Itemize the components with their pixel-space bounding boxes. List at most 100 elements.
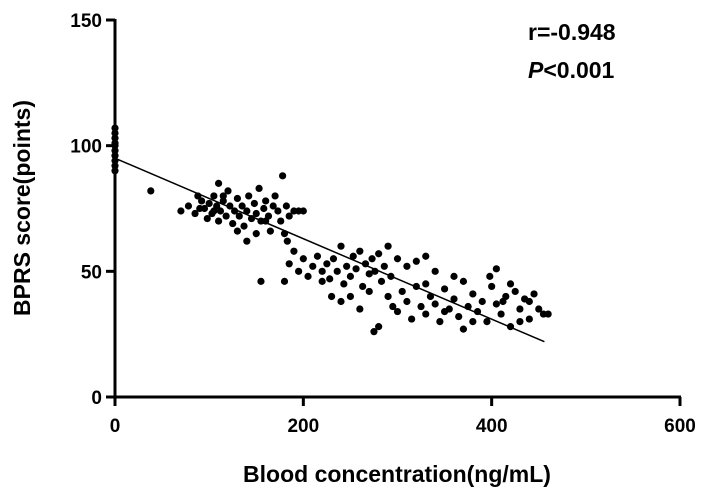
x-axis-label: Blood concentration(ng/mL) [243,461,551,487]
point [271,192,279,200]
point [111,152,119,160]
point [243,237,251,245]
y-tick-label: 0 [91,388,102,409]
point [408,315,416,323]
point [214,217,223,225]
point [516,305,524,313]
point [455,312,463,321]
point [252,230,260,238]
point [398,287,406,296]
point [431,300,439,308]
point [349,252,357,260]
point [196,204,204,213]
point [469,318,477,326]
point [210,192,218,200]
point [269,202,277,210]
point [279,172,287,180]
point [506,280,515,288]
point [488,282,496,291]
point [252,209,260,218]
point [219,192,227,200]
point [426,292,435,301]
point [257,277,265,285]
point [422,310,430,318]
point [340,280,348,288]
point [219,197,227,205]
point [393,307,402,316]
point [389,302,397,311]
point [198,197,206,205]
point [368,255,376,263]
point [365,270,373,278]
point [233,227,242,235]
point [285,260,293,268]
point [337,297,345,306]
point [290,247,298,255]
point [233,194,242,203]
point [422,252,430,260]
point [516,318,524,326]
point [486,272,494,280]
point [431,267,439,275]
point [318,277,326,285]
annotation: P<0.001 [528,57,615,83]
point [111,134,119,142]
point [238,202,246,210]
point [203,214,211,223]
point [346,292,355,301]
point [365,287,373,296]
point [436,318,444,326]
point [375,323,383,331]
point [260,204,268,213]
point [111,124,119,132]
point [380,262,388,270]
point [327,292,336,301]
point [299,207,307,215]
point [440,285,449,293]
point [535,305,543,313]
point [422,280,430,288]
point [111,167,119,175]
point [282,202,290,210]
x-tick-label: 600 [664,416,696,437]
point [235,212,243,220]
point [544,310,552,318]
point [356,247,364,255]
point [313,252,322,260]
point [333,267,341,275]
point [318,267,326,275]
point [356,305,364,313]
y-axis-label: BPRS score(points) [9,100,35,316]
point [478,297,486,306]
point [299,255,307,263]
point [262,197,270,205]
point [283,237,291,245]
point [229,219,237,228]
point [511,287,519,296]
point [440,307,449,316]
x-tick-label: 400 [476,416,508,437]
point [214,179,223,187]
point [346,272,355,280]
point [147,187,155,195]
point [450,295,458,303]
point [412,257,420,265]
point [224,187,232,195]
point [384,242,392,250]
point [492,300,500,308]
point [469,290,477,298]
point [403,262,411,270]
point [525,297,533,306]
point [111,129,119,137]
point [255,184,263,192]
point [191,209,199,218]
x-tick-label: 200 [287,416,319,437]
y-tick-label: 150 [70,11,102,32]
point [384,292,392,301]
point [459,277,468,285]
point [111,162,119,170]
point [266,227,274,235]
point [499,297,507,306]
point [177,207,185,215]
